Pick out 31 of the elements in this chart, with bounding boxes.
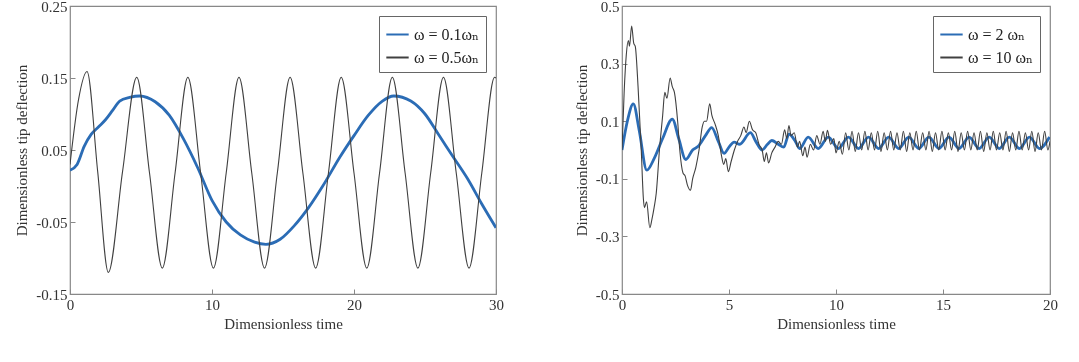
legend-label: ω = 10 ωₙ bbox=[968, 48, 1034, 66]
y-tick-label: -0.3 bbox=[595, 228, 620, 245]
x-tick-label: 20 bbox=[347, 296, 362, 313]
legend-label: ω = 2 ωₙ bbox=[968, 25, 1026, 43]
y-tick-label: 0.15 bbox=[41, 70, 68, 87]
y-tick-label: 0.05 bbox=[41, 142, 68, 159]
x-tick-label: 30 bbox=[489, 296, 504, 313]
x-tick-label: 0 bbox=[66, 296, 75, 313]
y-tick-label: 0.25 bbox=[41, 0, 68, 15]
x-axis-title: Dimensionless time bbox=[224, 315, 344, 332]
x-tick-label: 10 bbox=[829, 296, 844, 313]
y-tick-label: -0.1 bbox=[595, 171, 620, 188]
y-tick-label: -0.5 bbox=[595, 286, 620, 303]
y-tick-label: -0.15 bbox=[36, 286, 68, 303]
legend-label: ω = 0.5ωₙ bbox=[414, 48, 480, 66]
x-tick-label: 5 bbox=[725, 296, 734, 313]
x-tick-label: 15 bbox=[936, 296, 951, 313]
line-series bbox=[622, 25, 1050, 229]
line-series bbox=[70, 94, 496, 246]
y-tick-label: 0.1 bbox=[600, 113, 620, 130]
legend-label: ω = 0.1ωₙ bbox=[414, 25, 480, 43]
x-tick-label: 10 bbox=[205, 296, 220, 313]
x-tick-label: 0 bbox=[618, 296, 627, 313]
y-tick-label: -0.05 bbox=[36, 214, 68, 231]
x-axis-title: Dimensionless time bbox=[777, 315, 897, 332]
y-axis-title: Dimensionless tip deflection bbox=[573, 64, 590, 237]
y-tick-label: 0.3 bbox=[600, 56, 620, 73]
y-tick-label: 0.5 bbox=[600, 0, 620, 15]
x-tick-label: 20 bbox=[1043, 296, 1058, 313]
line-series bbox=[70, 70, 496, 273]
y-axis-title: Dimensionless tip deflection bbox=[14, 64, 31, 237]
